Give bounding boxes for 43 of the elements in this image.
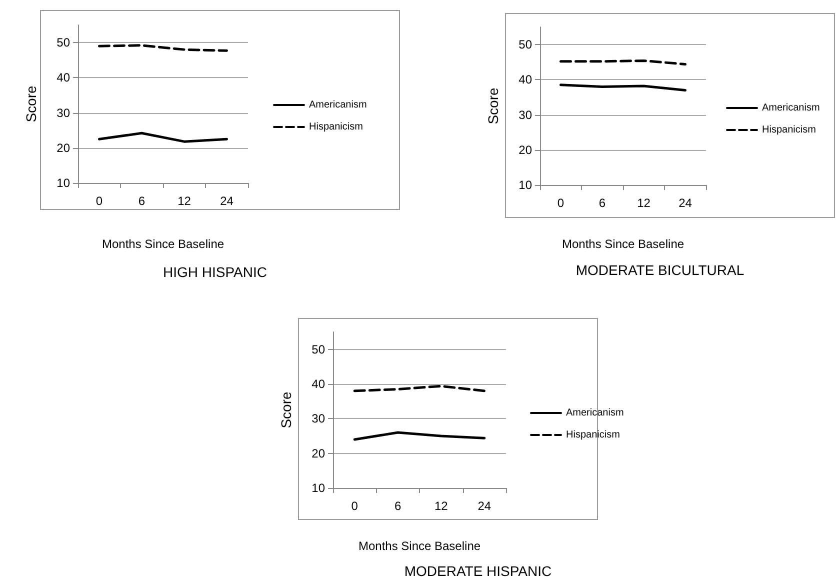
x-tick-label: 0 xyxy=(557,196,564,210)
y-tick-label: 40 xyxy=(56,70,70,85)
y-tick-label: 30 xyxy=(518,108,532,122)
y-axis-title: Score xyxy=(23,86,39,122)
legend-label: Americanism xyxy=(309,100,367,110)
x-tick-label: 24 xyxy=(678,196,692,210)
y-tick-label: 40 xyxy=(518,72,532,87)
legend-label: Hispanicism xyxy=(566,430,620,440)
x-tick-label: 24 xyxy=(478,499,492,513)
x-tick-label: 6 xyxy=(598,196,606,210)
x-tick-label: 12 xyxy=(637,196,651,210)
x-tick-label: 24 xyxy=(220,194,234,208)
legend-label: Hispanicism xyxy=(309,122,363,132)
x-axis-title: Months Since Baseline xyxy=(358,539,481,553)
x-axis-title: Months Since Baseline xyxy=(102,237,224,251)
y-tick-label: 20 xyxy=(56,140,70,155)
y-tick-label: 10 xyxy=(312,481,326,495)
y-tick-label: 50 xyxy=(56,36,70,50)
x-tick-label: 6 xyxy=(394,499,402,513)
text: MODERATE BICULTURAL xyxy=(576,262,744,278)
y-tick-label: 50 xyxy=(518,38,532,52)
x-tick-label: 12 xyxy=(178,194,192,208)
y-tick-label: 30 xyxy=(312,412,326,426)
text: MODERATE HISPANIC xyxy=(404,563,552,579)
y-tick-label: 50 xyxy=(312,342,326,356)
legend-label: Americanism xyxy=(762,102,820,114)
y-tick-label: 30 xyxy=(56,106,70,120)
x-tick-label: 0 xyxy=(96,194,103,208)
legend-label: Hispanicism xyxy=(762,124,816,136)
y-tick-label: 20 xyxy=(312,446,326,460)
y-tick-label: 20 xyxy=(518,142,532,157)
y-tick-label: 10 xyxy=(56,176,70,190)
x-tick-label: 0 xyxy=(351,499,358,513)
x-tick-label: 6 xyxy=(138,194,146,208)
text: HIGH HISPANIC xyxy=(163,264,267,280)
y-tick-label: 10 xyxy=(518,178,532,192)
x-tick-label: 12 xyxy=(434,499,448,513)
y-axis-title: Score xyxy=(278,392,294,428)
legend-label: Americanism xyxy=(566,408,624,418)
line-series xyxy=(353,431,486,441)
y-axis-title: Score xyxy=(485,88,501,124)
x-axis-title: Months Since Baseline xyxy=(562,237,684,251)
y-tick-label: 40 xyxy=(312,377,326,391)
